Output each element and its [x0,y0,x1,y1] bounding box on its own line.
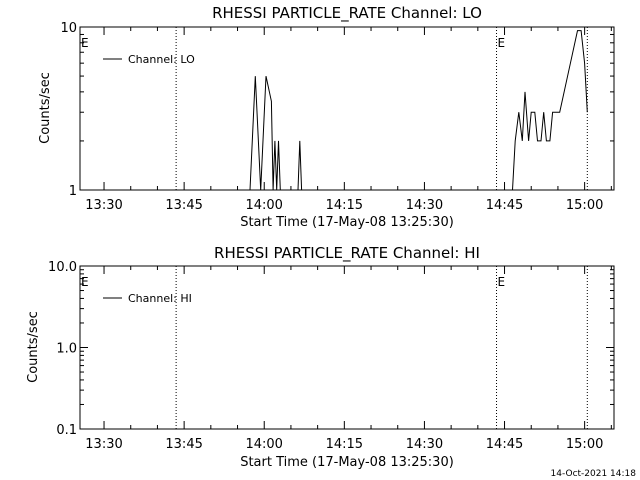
event-label: E [81,275,89,289]
x-tick-label: 14:15 [326,437,363,452]
legend-label: Channel: LO [128,53,195,66]
legend: Channel: HI [103,292,192,305]
x-tick-label: 14:30 [406,437,443,452]
x-tick-label: 13:45 [165,198,202,213]
x-tick-label: 14:15 [326,198,363,213]
x-tick-label: 13:45 [165,437,202,452]
x-tick-label: 14:30 [406,198,443,213]
series-line-lo [249,30,588,191]
y-tick-label: 1.0 [56,342,77,357]
y-tick-label: 10.0 [48,260,77,275]
y-tick-label: 0.1 [56,423,77,438]
chart-title: RHESSI PARTICLE_RATE Channel: HI [214,244,480,263]
x-axis-label: Start Time (17-May-08 13:25:30) [240,455,454,470]
x-tick-label: 15:00 [566,198,603,213]
panel-lo: RHESSI PARTICLE_RATE Channel: LO Counts/… [38,4,615,230]
plot-frame [79,26,615,191]
legend: Channel: LO [103,53,195,66]
date-stamp: 14-Oct-2021 14:18 [551,469,637,479]
y-axis-label: Counts/sec [26,311,41,383]
plot-frame [79,265,615,430]
x-axis-label: Start Time (17-May-08 13:25:30) [240,215,454,230]
x-tick-label: 15:00 [566,437,603,452]
axis-ticks: 13:30 13:45 14:00 14:15 14:30 14:45 15:00 1 10 [60,21,614,213]
event-label: E [498,275,506,289]
x-tick-label: 13:30 [85,198,122,213]
chart-title: RHESSI PARTICLE_RATE Channel: LO [212,4,482,23]
event-label: E [81,36,89,50]
x-tick-label: 14:00 [245,198,282,213]
legend-label: Channel: HI [128,292,192,305]
y-tick-label: 1 [69,184,77,199]
event-label: E [498,36,506,50]
y-axis-label: Counts/sec [38,72,53,144]
x-tick-label: 13:30 [85,437,122,452]
axis-ticks: 13:30 13:45 14:00 14:15 14:30 14:45 15:00 0.1 1.… [48,260,614,452]
panel-hi: RHESSI PARTICLE_RATE Channel: HI Counts/… [26,244,615,470]
x-tick-label: 14:45 [486,198,523,213]
y-tick-label: 10 [60,21,77,36]
x-tick-label: 14:45 [486,437,523,452]
x-tick-label: 14:00 [245,437,282,452]
